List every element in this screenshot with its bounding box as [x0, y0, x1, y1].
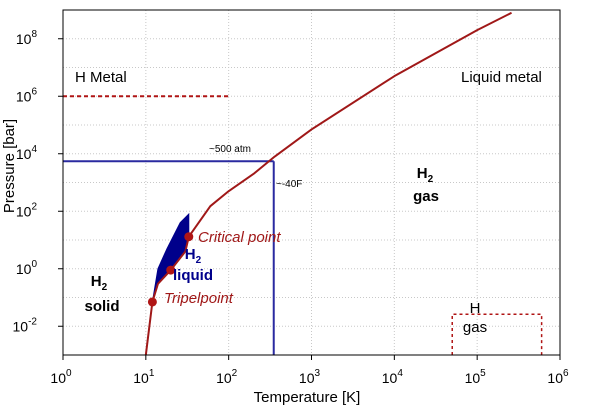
- grid: [62, 9, 561, 356]
- x-tick-label: 104: [382, 368, 404, 386]
- region-h2-liquid-formula: H2: [185, 246, 202, 266]
- point-marker: [147, 297, 157, 307]
- x-tick-label: 102: [216, 368, 238, 386]
- region-h2-solid-formula: H2: [91, 273, 108, 293]
- x-axis-label: Temperature [K]: [254, 389, 361, 406]
- y-tick-label: 108: [16, 29, 38, 47]
- y-tick-label: 106: [16, 86, 38, 104]
- region-h-metal: H Metal: [75, 69, 127, 86]
- x-tick-label: 100: [50, 368, 72, 386]
- region-h2-liquid-label: liquid: [173, 267, 213, 284]
- x-tick-label: 105: [465, 368, 487, 386]
- critical-point-label: Critical point: [198, 229, 281, 246]
- markers: [147, 232, 194, 307]
- phase-boundary-curve: [144, 11, 512, 356]
- x-tick-label: 103: [299, 368, 321, 386]
- y-axis-label: Pressure [bar]: [1, 119, 18, 213]
- region-h2-gas-formula: H2: [417, 165, 434, 185]
- fills: [151, 212, 190, 303]
- region-h-gas-formula: H: [470, 300, 481, 317]
- region-liquid-metal: Liquid metal: [461, 69, 542, 86]
- pressure-reference-label: ~500 atm: [209, 144, 251, 155]
- liquid-region: [151, 212, 190, 303]
- tripelpoint-label: Tripelpoint: [164, 290, 234, 307]
- region-h2-solid-label: solid: [84, 298, 119, 315]
- x-tick-label: 101: [133, 368, 155, 386]
- region-h2-gas-label: gas: [413, 188, 439, 205]
- h-gas-region-box: [451, 313, 543, 355]
- y-ticks: 10-2 100 102 104 106 108: [13, 29, 63, 334]
- y-tick-label: 10-2: [13, 316, 38, 334]
- x-ticks: 100 101 102 103 104 105 106: [50, 355, 569, 386]
- y-tick-label: 102: [16, 201, 38, 219]
- y-tick-label: 100: [16, 259, 38, 277]
- point-marker: [184, 232, 194, 242]
- region-h-gas-label: gas: [463, 319, 487, 336]
- temperature-reference-label: ~-40F: [276, 179, 302, 190]
- x-tick-label: 106: [547, 368, 569, 386]
- y-tick-label: 104: [16, 144, 38, 162]
- lines: [63, 11, 543, 356]
- point-marker: [166, 265, 176, 275]
